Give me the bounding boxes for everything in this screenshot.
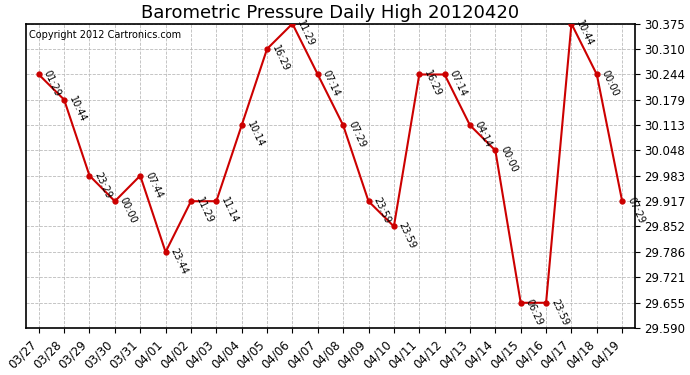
Text: 10:44: 10:44: [575, 18, 595, 48]
Text: 23:29: 23:29: [92, 170, 113, 200]
Text: 04:14: 04:14: [473, 120, 494, 149]
Text: 06:29: 06:29: [524, 297, 544, 327]
Text: 23:59: 23:59: [397, 221, 418, 251]
Text: 00:00: 00:00: [600, 69, 620, 99]
Text: 01:29: 01:29: [42, 69, 63, 99]
Text: 07:29: 07:29: [346, 120, 367, 150]
Text: 00:00: 00:00: [118, 196, 139, 225]
Text: 23:44: 23:44: [168, 247, 190, 276]
Text: 16:29: 16:29: [270, 44, 291, 73]
Text: 11:14: 11:14: [219, 196, 240, 225]
Text: 16:29: 16:29: [422, 69, 443, 99]
Text: 00:00: 00:00: [498, 145, 519, 174]
Text: 11:29: 11:29: [295, 18, 316, 48]
Text: Copyright 2012 Cartronics.com: Copyright 2012 Cartronics.com: [29, 30, 181, 40]
Text: 23:59: 23:59: [371, 196, 393, 225]
Text: 11:29: 11:29: [194, 196, 215, 225]
Title: Barometric Pressure Daily High 20120420: Barometric Pressure Daily High 20120420: [141, 4, 520, 22]
Text: 07:44: 07:44: [144, 170, 164, 200]
Text: 23:59: 23:59: [549, 297, 570, 327]
Text: 07:14: 07:14: [321, 69, 342, 99]
Text: 07:29: 07:29: [625, 196, 646, 225]
Text: 10:44: 10:44: [67, 94, 88, 124]
Text: 07:14: 07:14: [448, 69, 469, 99]
Text: 10:14: 10:14: [245, 120, 266, 149]
